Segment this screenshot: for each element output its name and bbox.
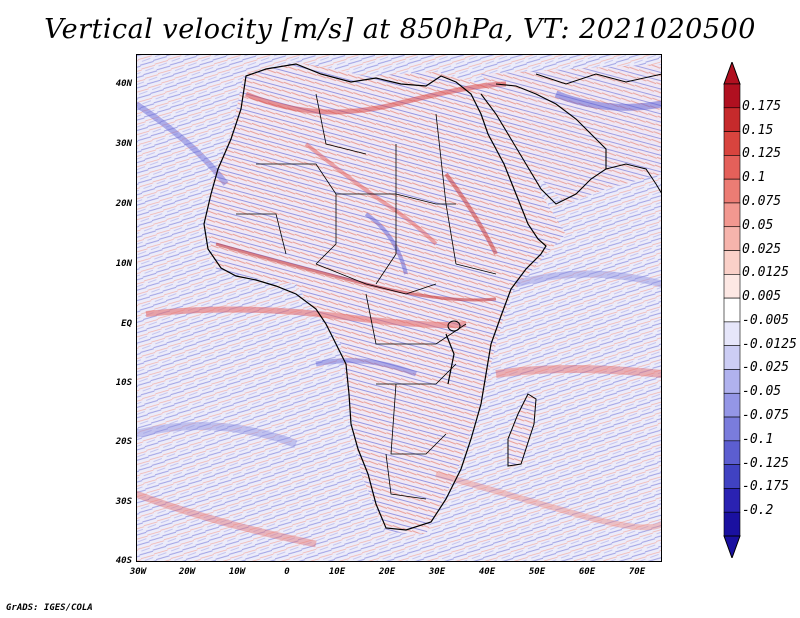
lat-label-30n: 30N xyxy=(115,139,132,149)
lon-label-70e: 70E xyxy=(628,567,646,577)
arabia-coastline xyxy=(480,83,607,205)
colorbar-label: -0.025 xyxy=(742,360,789,376)
africa-coastline xyxy=(203,63,547,531)
colorbar-swatch xyxy=(723,202,741,228)
lat-label-10n: 10N xyxy=(115,259,132,269)
colorbar-label: -0.0125 xyxy=(742,336,797,352)
lat-label-eq: EQ xyxy=(121,319,132,329)
lon-label-0: 0 xyxy=(284,567,290,577)
lat-label-20n: 20N xyxy=(115,199,132,209)
lat-label-10s: 10S xyxy=(115,378,132,388)
colorbar-label: 0.005 xyxy=(742,289,782,305)
lon-label-50e: 50E xyxy=(528,567,546,577)
colorbar-swatch xyxy=(723,440,741,465)
lon-label-60e: 60E xyxy=(578,567,596,577)
landmass-field xyxy=(206,62,566,534)
colorbar-label: -0.1 xyxy=(742,431,774,447)
colorbar-swatch xyxy=(723,83,741,109)
colorbar-label: 0.15 xyxy=(742,122,774,138)
colorbar-swatch xyxy=(723,416,741,442)
colorbar-swatch xyxy=(723,321,741,346)
map-panel xyxy=(136,54,662,562)
lat-label-40s: 40S xyxy=(115,556,132,566)
lon-label-30w: 30W xyxy=(129,567,147,577)
vertical-velocity-map xyxy=(136,54,662,562)
colorbar-label: -0.075 xyxy=(742,408,789,424)
colorbar-label: 0.0125 xyxy=(742,265,789,281)
madagascar-field xyxy=(507,393,537,467)
lat-label-40n: 40N xyxy=(115,79,132,89)
lon-label-30e: 30E xyxy=(428,567,446,577)
colorbar xyxy=(723,62,741,558)
colorbar-swatch xyxy=(723,297,741,323)
colorbar-label: 0.125 xyxy=(742,146,782,162)
colorbar-swatch xyxy=(723,107,741,132)
colorbar-label: 0.1 xyxy=(742,170,766,186)
map-title: Vertical velocity [m/s] at 850hPa, VT: 2… xyxy=(44,14,756,45)
lon-label-20e: 20E xyxy=(378,567,396,577)
colorbar-swatch xyxy=(723,369,741,394)
colorbar-swatch xyxy=(723,488,741,513)
colorbar-swatch xyxy=(723,464,741,489)
colorbar-arrow-min xyxy=(723,535,741,558)
colorbar-swatch xyxy=(723,274,741,299)
colorbar-swatch xyxy=(723,226,741,251)
colorbar-swatch xyxy=(723,178,741,204)
lon-label-20w: 20W xyxy=(178,567,196,577)
country-borders xyxy=(236,93,497,500)
colorbar-arrow-max xyxy=(723,62,741,85)
colorbar-label: -0.05 xyxy=(742,384,782,400)
colorbar-swatch xyxy=(723,250,741,275)
colorbar-swatch xyxy=(723,511,741,537)
colorbar-label: -0.2 xyxy=(742,503,774,519)
grads-credit: GrADS: IGES/COLA xyxy=(6,603,93,613)
colorbar-label: -0.125 xyxy=(742,455,789,471)
colorbar-swatch xyxy=(723,392,741,418)
lon-label-10w: 10W xyxy=(228,567,246,577)
colorbar-label: -0.005 xyxy=(742,312,789,328)
colorbar-label: 0.075 xyxy=(742,193,782,209)
asia-field xyxy=(481,64,662,204)
plot-frame xyxy=(136,54,662,562)
colorbar-label: 0.025 xyxy=(742,241,782,257)
colorbar-label: -0.175 xyxy=(742,479,789,495)
colorbar-swatch xyxy=(723,345,741,370)
colorbar-swatch xyxy=(723,155,741,180)
lon-label-40e: 40E xyxy=(478,567,496,577)
colorbar-swatch xyxy=(723,131,741,156)
lon-label-10e: 10E xyxy=(328,567,346,577)
colorbar-label: 0.175 xyxy=(742,98,782,114)
lat-label-30s: 30S xyxy=(115,497,132,507)
colorbar-label: 0.05 xyxy=(742,217,774,233)
asia-coastline xyxy=(535,73,662,195)
lat-label-20s: 20S xyxy=(115,437,132,447)
